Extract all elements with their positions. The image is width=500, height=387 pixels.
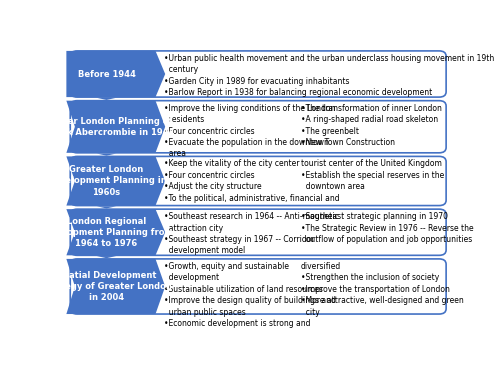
Text: •Southeast research in 1964 -- Anti-magnetic
  attraction city
•Southeast strate: •Southeast research in 1964 -- Anti-magn… [164, 212, 339, 255]
FancyBboxPatch shape [70, 209, 446, 255]
Polygon shape [97, 154, 116, 156]
FancyBboxPatch shape [70, 156, 446, 205]
Polygon shape [97, 206, 116, 209]
Text: •The transformation of inner London
•A ring-shaped radial road skeleton
•The gre: •The transformation of inner London •A r… [301, 104, 442, 147]
FancyBboxPatch shape [70, 259, 446, 314]
FancyBboxPatch shape [70, 101, 446, 153]
Polygon shape [66, 51, 165, 97]
Polygon shape [66, 101, 165, 153]
Text: London Regional
Development Planning from
1964 to 1976: London Regional Development Planning fro… [40, 217, 173, 248]
Text: Spatial Development
Strategy of Greater London
in 2004: Spatial Development Strategy of Greater … [41, 271, 172, 302]
Text: •Keep the vitality of the city center
•Four concentric circles
•Adjust the city : •Keep the vitality of the city center •F… [164, 159, 340, 203]
Polygon shape [66, 209, 165, 255]
Text: •Growth, equity and sustainable
  development
•Sustainable utilization of land r: •Growth, equity and sustainable developm… [164, 262, 336, 328]
Polygon shape [97, 256, 116, 258]
Text: Before 1944: Before 1944 [78, 70, 136, 79]
Text: •Southeast strategic planning in 1970
•The Strategic Review in 1976 -- Reverse t: •Southeast strategic planning in 1970 •T… [301, 212, 474, 244]
FancyBboxPatch shape [70, 51, 446, 97]
Text: Greater London
Development Planning in
1960s: Greater London Development Planning in 1… [46, 165, 166, 197]
Polygon shape [66, 156, 165, 205]
Polygon shape [97, 98, 116, 100]
Polygon shape [66, 259, 165, 314]
Text: diversified
•Strengthen the inclusion of society
•Improve the transportation of : diversified •Strengthen the inclusion of… [301, 262, 464, 317]
Text: •Improve the living conditions of the London
  residents
•Four concentric circle: •Improve the living conditions of the Lo… [164, 104, 336, 158]
Text: tourist center of the United Kingdom
•Establish the special reserves in the
  do: tourist center of the United Kingdom •Es… [301, 159, 444, 191]
Text: •Urban public health movement and the urban underclass housing movement in 19th
: •Urban public health movement and the ur… [164, 54, 494, 97]
Text: Greater London Planning of
Patrick Abercrombie in 1944: Greater London Planning of Patrick Aberc… [39, 117, 174, 137]
